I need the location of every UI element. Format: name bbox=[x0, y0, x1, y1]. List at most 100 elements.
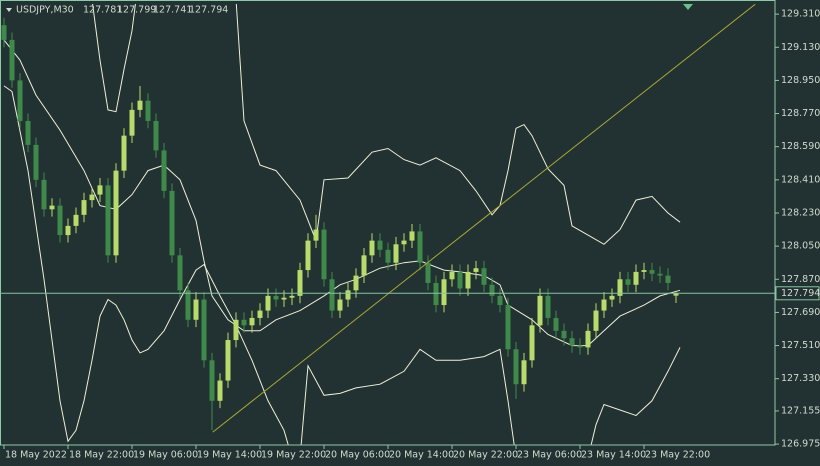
candle-body bbox=[433, 282, 439, 306]
candle-body bbox=[305, 240, 311, 271]
candle-body bbox=[233, 319, 239, 341]
trend-line bbox=[212, 4, 756, 433]
y-tick-label: 127.330 bbox=[781, 373, 820, 384]
indicator-line bbox=[92, 4, 681, 245]
candle-body bbox=[25, 120, 31, 145]
candle-body bbox=[537, 295, 543, 326]
symbol-label: USDJPY,M30 bbox=[16, 5, 74, 16]
x-tick-label: 18 May 22:00 bbox=[69, 450, 134, 461]
candle-body bbox=[345, 290, 351, 300]
candle-body bbox=[617, 279, 623, 296]
candle-body bbox=[425, 262, 431, 283]
candle-body bbox=[601, 299, 607, 311]
candle-body bbox=[553, 317, 559, 331]
ohlc-close: 127.794 bbox=[189, 5, 228, 16]
x-tick-label: 23 May 22:00 bbox=[645, 450, 710, 461]
y-tick-label: 128.770 bbox=[781, 108, 820, 119]
candle-body bbox=[313, 229, 319, 241]
candle-body bbox=[217, 380, 223, 401]
candle-body bbox=[377, 240, 383, 250]
candle-body bbox=[497, 295, 503, 306]
y-tick-label: 128.050 bbox=[781, 241, 820, 252]
candle-body bbox=[649, 270, 655, 274]
candle-body bbox=[385, 249, 391, 263]
candle-body bbox=[297, 270, 303, 296]
candle-body bbox=[625, 279, 631, 285]
candle-body bbox=[321, 229, 327, 280]
candle-body bbox=[529, 325, 535, 361]
candle-body bbox=[609, 295, 615, 300]
candle-body bbox=[113, 170, 119, 256]
y-tick-label: 127.690 bbox=[781, 307, 820, 318]
candle-body bbox=[513, 349, 519, 385]
x-tick-label: 23 May 06:00 bbox=[517, 450, 582, 461]
candle-body bbox=[33, 144, 39, 180]
y-tick-label: 127.510 bbox=[781, 340, 820, 351]
candle-body bbox=[441, 279, 447, 306]
candle-body bbox=[569, 338, 575, 346]
candle-body bbox=[561, 330, 567, 339]
candle-body bbox=[273, 295, 279, 300]
candle-body bbox=[289, 295, 295, 298]
ohlc-high: 127.799 bbox=[117, 5, 156, 16]
candle-body bbox=[417, 231, 423, 263]
candle-body bbox=[265, 295, 271, 311]
candle-body bbox=[337, 299, 343, 311]
candle-body bbox=[65, 225, 71, 236]
y-tick-label: 128.410 bbox=[781, 174, 820, 185]
candle-body bbox=[169, 190, 175, 256]
candle-body bbox=[9, 39, 15, 81]
x-tick-label: 20 May 14:00 bbox=[389, 450, 454, 461]
candle-body bbox=[185, 290, 191, 320]
candle-body bbox=[209, 360, 215, 401]
candle-body bbox=[193, 299, 199, 320]
candle-body bbox=[657, 273, 663, 276]
y-tick-label: 129.130 bbox=[781, 42, 820, 53]
x-tick-label: 19 May 06:00 bbox=[133, 450, 198, 461]
candle-body bbox=[353, 275, 359, 291]
candle-body bbox=[369, 240, 375, 256]
candle-body bbox=[577, 345, 583, 348]
candle-body bbox=[177, 255, 183, 291]
candle-body bbox=[593, 310, 599, 331]
price-label-box bbox=[775, 286, 820, 301]
indicator-line bbox=[3, 85, 681, 445]
candle-body bbox=[129, 109, 135, 136]
x-tick-label: 20 May 06:00 bbox=[325, 450, 390, 461]
candle-body bbox=[1, 25, 7, 40]
candle-body bbox=[361, 255, 367, 276]
candle-body bbox=[281, 297, 287, 300]
plot-area bbox=[1, 4, 756, 445]
x-tick-label: 19 May 14:00 bbox=[197, 450, 262, 461]
menu-arrow bbox=[6, 8, 12, 12]
y-tick-label: 128.590 bbox=[781, 141, 820, 152]
candle-body bbox=[465, 271, 471, 289]
candle-body bbox=[97, 185, 103, 195]
candle-body bbox=[481, 268, 487, 285]
candle-body bbox=[257, 310, 263, 318]
y-tick-label: 126.975 bbox=[781, 439, 820, 450]
candle-body bbox=[73, 214, 79, 226]
candle-body bbox=[241, 319, 247, 326]
candle-body bbox=[505, 305, 511, 350]
candle-body bbox=[521, 360, 527, 385]
y-tick-label: 129.310 bbox=[781, 9, 820, 20]
candle-body bbox=[641, 270, 647, 272]
candle-body bbox=[225, 340, 231, 381]
candle-body bbox=[161, 150, 167, 191]
y-tick-label: 128.950 bbox=[781, 75, 820, 86]
candle-body bbox=[665, 275, 671, 283]
y-tick-label: 127.870 bbox=[781, 274, 820, 285]
candle-body bbox=[329, 279, 335, 311]
candle-body bbox=[153, 120, 159, 151]
candle-body bbox=[201, 299, 207, 361]
shift-marker bbox=[683, 4, 693, 10]
price-label: 127.794 bbox=[781, 288, 820, 299]
candle-body bbox=[57, 205, 63, 236]
x-tick-label: 23 May 14:00 bbox=[581, 450, 646, 461]
candle-body bbox=[49, 205, 55, 210]
y-tick-label: 128.230 bbox=[781, 207, 820, 218]
candle-body bbox=[121, 135, 127, 171]
